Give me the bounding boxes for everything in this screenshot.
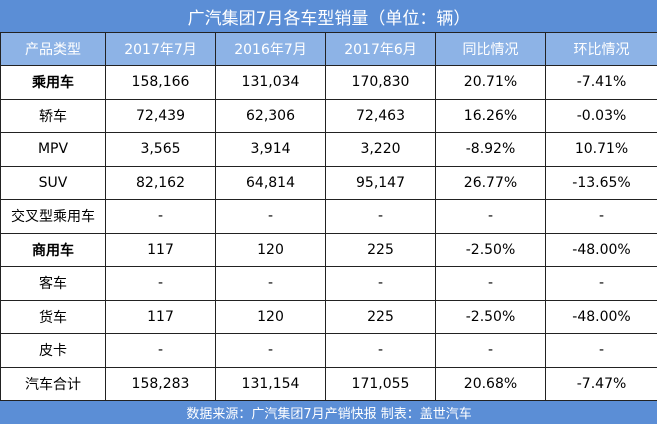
data-cell: - [546, 267, 657, 301]
row-label: 乘用车 [1, 66, 106, 100]
data-cell: 131,034 [216, 66, 326, 100]
header-cell: 2016年7月 [216, 33, 326, 66]
data-row: 皮卡----- [1, 334, 657, 368]
data-cell: - [436, 334, 546, 368]
row-label: 货车 [1, 300, 106, 334]
data-cell: 26.77% [436, 166, 546, 200]
data-cell: 225 [326, 233, 436, 267]
footer-text: 数据来源：广汽集团7月产销快报 制表：盖世汽车 [1, 401, 657, 424]
data-cell: - [436, 267, 546, 301]
row-label: 交叉型乘用车 [1, 200, 106, 234]
data-cell: - [326, 267, 436, 301]
table-title: 广汽集团7月各车型销量（单位：辆） [1, 1, 657, 33]
row-label: 轿车 [1, 99, 106, 133]
data-cell: -48.00% [546, 233, 657, 267]
data-cell: 64,814 [216, 166, 326, 200]
data-cell: - [216, 334, 326, 368]
data-cell: - [106, 200, 216, 234]
data-row: 客车----- [1, 267, 657, 301]
row-label: MPV [1, 133, 106, 167]
data-cell: - [546, 334, 657, 368]
row-label: 客车 [1, 267, 106, 301]
data-cell: - [326, 200, 436, 234]
data-cell: 95,147 [326, 166, 436, 200]
data-cell: 158,283 [106, 367, 216, 401]
data-cell: 10.71% [546, 133, 657, 167]
data-cell: 62,306 [216, 99, 326, 133]
row-label: SUV [1, 166, 106, 200]
data-cell: 120 [216, 233, 326, 267]
row-label: 皮卡 [1, 334, 106, 368]
data-cell: 120 [216, 300, 326, 334]
title-row: 广汽集团7月各车型销量（单位：辆） [1, 1, 657, 33]
header-cell: 同比情况 [436, 33, 546, 66]
data-cell: 20.68% [436, 367, 546, 401]
data-cell: 3,220 [326, 133, 436, 167]
row-label: 商用车 [1, 233, 106, 267]
row-label: 汽车合计 [1, 367, 106, 401]
data-cell: 171,055 [326, 367, 436, 401]
data-cell: 16.26% [436, 99, 546, 133]
data-cell: 3,565 [106, 133, 216, 167]
data-cell: 72,463 [326, 99, 436, 133]
data-cell: -0.03% [546, 99, 657, 133]
data-cell: 72,439 [106, 99, 216, 133]
footer-row: 数据来源：广汽集团7月产销快报 制表：盖世汽车 [1, 401, 657, 424]
data-cell: 82,162 [106, 166, 216, 200]
data-cell: 3,914 [216, 133, 326, 167]
data-cell: -13.65% [546, 166, 657, 200]
data-cell: 117 [106, 300, 216, 334]
header-cell: 2017年6月 [326, 33, 436, 66]
data-cell: 225 [326, 300, 436, 334]
header-cell: 环比情况 [546, 33, 657, 66]
data-cell: - [106, 267, 216, 301]
data-cell: 170,830 [326, 66, 436, 100]
header-cell: 产品类型 [1, 33, 106, 66]
data-cell: 117 [106, 233, 216, 267]
data-cell: 20.71% [436, 66, 546, 100]
data-cell: - [106, 334, 216, 368]
data-row: 交叉型乘用车----- [1, 200, 657, 234]
header-cell: 2017年7月 [106, 33, 216, 66]
data-cell: - [216, 200, 326, 234]
data-cell: - [546, 200, 657, 234]
data-cell: -7.47% [546, 367, 657, 401]
data-cell: - [326, 334, 436, 368]
data-cell: 158,166 [106, 66, 216, 100]
data-cell: -7.41% [546, 66, 657, 100]
data-cell: -2.50% [436, 300, 546, 334]
data-cell: - [436, 200, 546, 234]
data-cell: -48.00% [546, 300, 657, 334]
data-cell: -2.50% [436, 233, 546, 267]
data-cell: -8.92% [436, 133, 546, 167]
data-cell: - [216, 267, 326, 301]
data-cell: 131,154 [216, 367, 326, 401]
